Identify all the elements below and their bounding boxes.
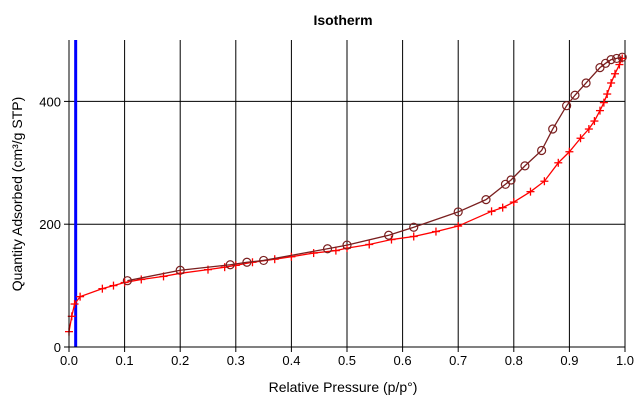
data-point-plus: [487, 207, 496, 216]
x-tick-label: 0.6: [394, 353, 412, 368]
data-point-circle: [595, 63, 605, 73]
data-point-circle: [548, 124, 558, 134]
data-point-circle: [536, 145, 547, 156]
data-point-plus: [498, 203, 507, 212]
x-axis-label: Relative Pressure (p/p°): [269, 379, 418, 395]
data-point-circle: [500, 179, 511, 189]
axes: 0.0 0.1 0.2 0.3 0.4 0.5 0.6 0.7 0.8 0.9 1.0 0 200 400: [39, 40, 634, 368]
series-line-0: [68, 58, 623, 332]
data-point-circle: [342, 240, 352, 250]
data-point-circle: [570, 90, 580, 100]
data-point-circle: [409, 222, 419, 232]
data-point-plus: [554, 158, 563, 167]
data-point-plus: [431, 227, 440, 236]
x-tick-label: 0.7: [449, 353, 467, 368]
data-point-plus: [98, 284, 107, 293]
data-point-plus: [231, 261, 240, 270]
data-point-circle: [520, 161, 530, 171]
data-point-circle: [612, 53, 622, 64]
data-point-plus: [610, 69, 619, 78]
x-tick-label: 0.4: [282, 353, 300, 368]
data-point-circle: [384, 230, 394, 240]
data-point-plus: [70, 300, 79, 309]
data-point-plus: [590, 117, 599, 126]
data-point-plus: [599, 98, 608, 107]
data-point-plus: [109, 281, 118, 290]
x-tick-label: 1.0: [616, 353, 634, 368]
data-point-circle: [225, 260, 235, 270]
data-point-circle: [453, 207, 463, 217]
y-tick-label: 400: [39, 94, 61, 109]
data-point-plus: [409, 232, 418, 241]
series-line-1: [127, 56, 623, 282]
data-point-plus: [565, 147, 574, 156]
x-tick-label: 0.9: [560, 353, 578, 368]
x-tick-label: 0.8: [505, 353, 523, 368]
data-point-circle: [259, 255, 269, 266]
data-point-plus: [454, 222, 463, 231]
grid: [69, 40, 626, 347]
x-tick-label: 0.1: [116, 353, 134, 368]
data-point-plus: [595, 106, 604, 115]
x-tick-label: 0.3: [227, 353, 245, 368]
x-tick-label: 0.5: [338, 353, 356, 368]
data-point-plus: [365, 240, 374, 249]
data-point-plus: [76, 292, 85, 301]
data-point-plus: [584, 125, 593, 134]
data-point-plus: [576, 134, 585, 143]
data-point-circle: [481, 195, 491, 205]
data-point-plus: [331, 246, 340, 255]
data-point-plus: [137, 275, 146, 284]
data-point-circle: [562, 101, 572, 111]
y-tick-label: 0: [54, 340, 61, 355]
data-point-plus: [526, 187, 535, 196]
data-point-plus: [120, 278, 129, 287]
x-tick-label: 0.0: [60, 353, 78, 368]
data-point-circle: [581, 78, 591, 88]
data-point-plus: [603, 90, 612, 99]
chart-title: Isotherm: [313, 12, 372, 28]
x-tick-label: 0.2: [171, 353, 189, 368]
data-point-plus: [540, 177, 549, 186]
y-tick-label: 200: [39, 217, 61, 232]
data-point-circle: [617, 52, 627, 62]
data-point-plus: [509, 198, 518, 207]
data-point-plus: [607, 78, 616, 87]
data-point-circle: [242, 257, 252, 267]
data-point-plus: [309, 249, 318, 258]
data-point-plus: [287, 252, 296, 261]
y-axis-label: Quantity Adsorbed (cm³/g STP): [9, 97, 25, 292]
data-point-circle: [322, 244, 333, 254]
data-point-circle: [175, 265, 185, 275]
data-point-circle: [122, 276, 132, 286]
series-layer: [65, 52, 627, 336]
